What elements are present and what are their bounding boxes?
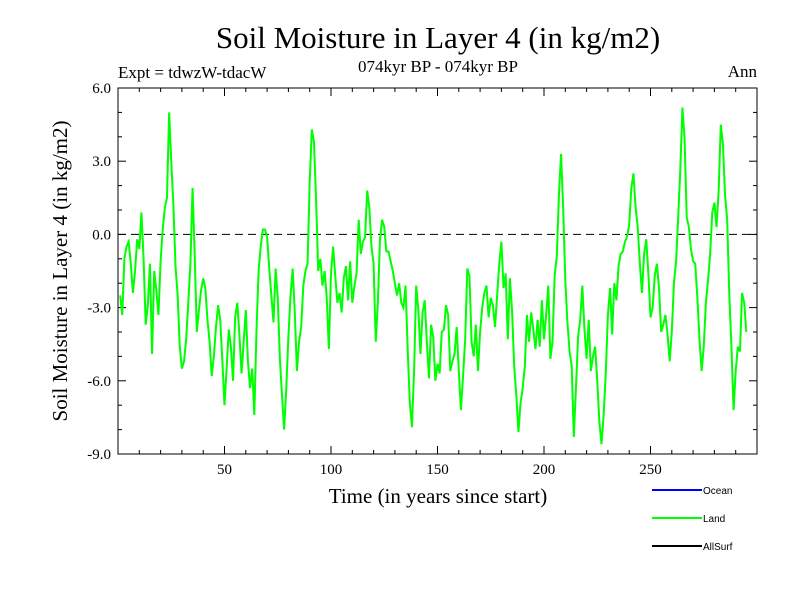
x-tick-label: 50 [217, 462, 232, 478]
chart-subtitle: 074kyr BP - 074kyr BP [358, 57, 518, 76]
legend-label-ocean: Ocean [703, 486, 732, 497]
x-tick-label: 150 [426, 462, 449, 478]
y-axis-label: Soil Moisture in Layer 4 (in kg/m2) [48, 121, 72, 422]
legend-label-allsurf: AllSurf [703, 542, 733, 553]
y-tick-label: -9.0 [87, 447, 111, 463]
x-tick-labels: 50 100 150 200 250 [217, 462, 662, 478]
y-tick-label: 6.0 [92, 81, 111, 97]
chart-title: Soil Moisture in Layer 4 (in kg/m2) [216, 20, 660, 55]
x-tick-label: 100 [320, 462, 343, 478]
experiment-label: Expt = tdwzW-tdacW [118, 63, 267, 82]
y-tick-label: 0.0 [92, 227, 111, 243]
season-label: Ann [728, 62, 758, 81]
y-tick-label: -3.0 [87, 301, 111, 317]
y-tick-labels: 6.0 3.0 0.0 -3.0 -6.0 -9.0 [87, 81, 111, 463]
legend: Ocean Land AllSurf [652, 486, 733, 553]
x-tick-label: 250 [639, 462, 662, 478]
x-tick-label: 200 [533, 462, 556, 478]
legend-label-land: Land [703, 514, 725, 525]
y-tick-label: -6.0 [87, 374, 111, 390]
y-tick-label: 3.0 [92, 154, 111, 170]
x-axis-label: Time (in years since start) [329, 484, 548, 508]
series-line-land [119, 107, 748, 445]
